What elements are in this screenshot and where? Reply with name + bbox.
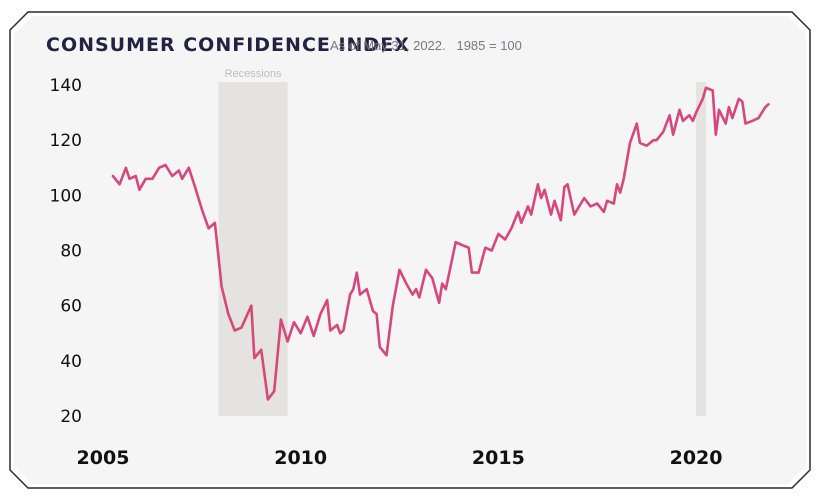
y-tick-label: 60 — [60, 297, 82, 317]
chart-title: CONSUMER CONFIDENCE INDEX — [46, 34, 410, 56]
chart-subtitle: As of May 31, 2022. 1985 = 100 — [330, 38, 522, 53]
recession-label: Recessions — [225, 68, 282, 80]
y-tick-label: 20 — [60, 407, 82, 427]
y-tick-label: 140 — [50, 76, 82, 96]
x-axis-ticks: 2005 2010 2015 2020 — [77, 447, 723, 469]
y-axis-ticks: 140 120 100 80 60 40 20 — [50, 76, 82, 427]
x-tick-label: 2005 — [77, 447, 130, 469]
series-line-1 — [111, 86, 770, 401]
recession-bands: Recessions — [218, 68, 706, 416]
y-tick-label: 100 — [50, 186, 82, 206]
chart-frame-inner — [14, 16, 806, 484]
y-tick-label: 120 — [50, 131, 82, 151]
y-tick-label: 80 — [60, 242, 82, 262]
y-tick-label: 40 — [60, 352, 82, 372]
x-tick-label: 2020 — [670, 447, 723, 469]
x-tick-label: 2015 — [472, 447, 525, 469]
recession-band-2 — [696, 82, 706, 416]
series-layer — [111, 86, 770, 401]
x-tick-label: 2010 — [274, 447, 327, 469]
